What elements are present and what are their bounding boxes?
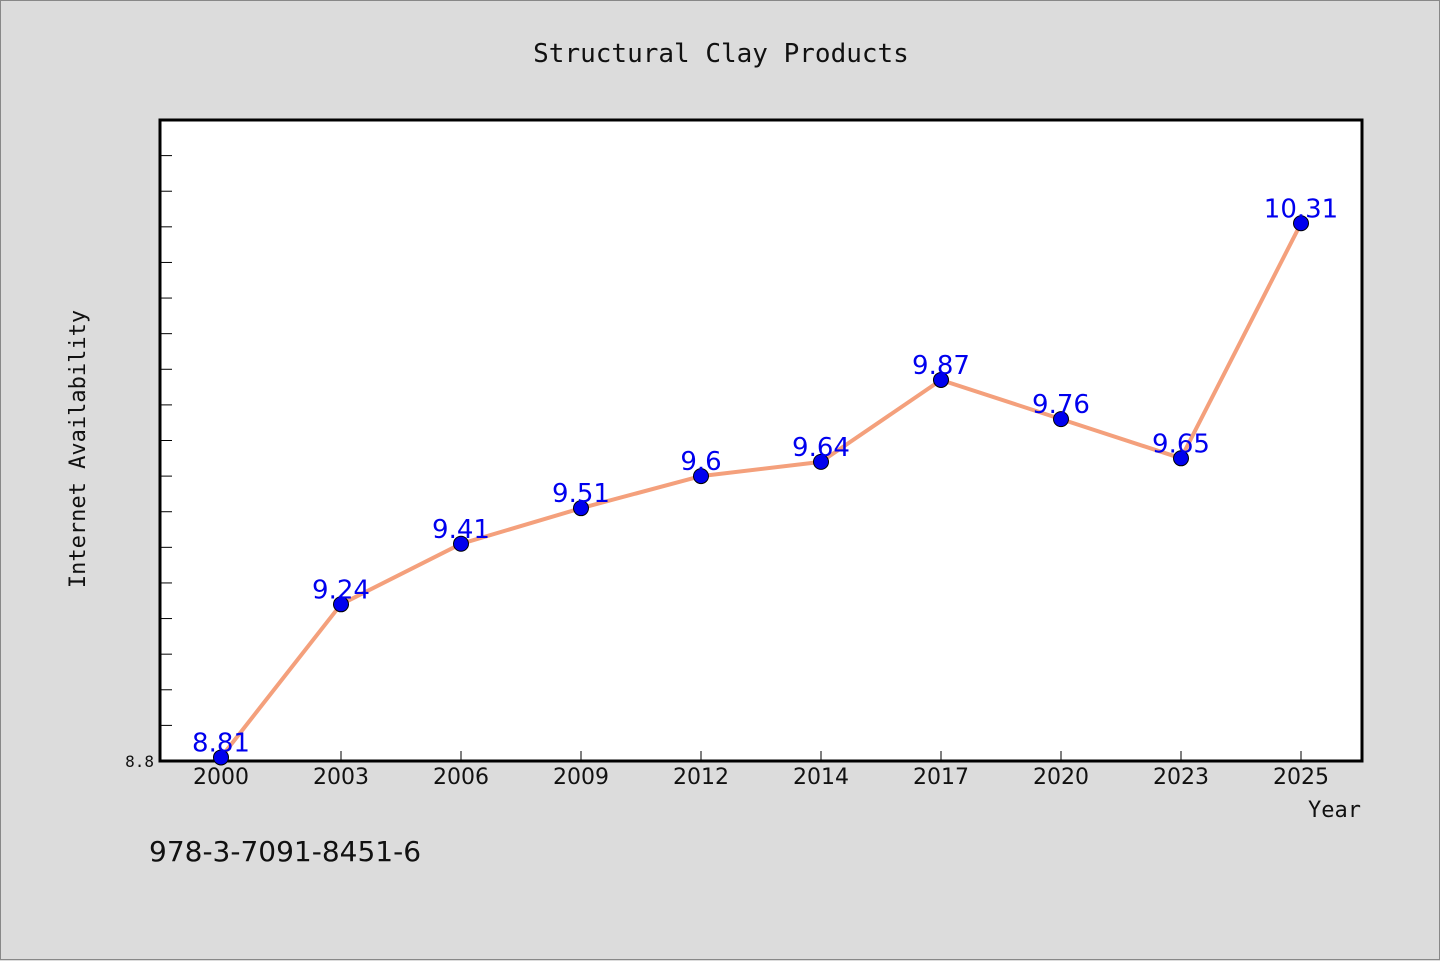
- y-axis-label: Internet Availability: [66, 310, 91, 588]
- data-label: 9.64: [792, 433, 850, 463]
- x-tick-label: 2020: [1033, 765, 1089, 790]
- plot-area: [158, 118, 1364, 763]
- x-tick-label: 2025: [1273, 765, 1329, 790]
- data-markers: [213, 215, 1309, 766]
- x-tick-label: 2003: [313, 765, 369, 790]
- x-tick-label: 2014: [793, 765, 849, 790]
- data-point: [933, 371, 949, 388]
- data-label: 9.6: [680, 447, 721, 477]
- series-line-group: [219, 222, 1303, 759]
- data-label: 9.51: [552, 479, 610, 509]
- data-point: [573, 500, 589, 517]
- data-point: [693, 468, 709, 485]
- data-label: 10.31: [1264, 194, 1338, 224]
- data-label: 9.65: [1152, 429, 1210, 459]
- x-axis-label: Year: [1308, 798, 1361, 823]
- x-tick-labels: 2000 2003 2006 2009 2012 2014 2017 2020 2023 2025: [193, 765, 1329, 790]
- x-tick-label: 2017: [913, 765, 969, 790]
- data-label: 9.87: [912, 351, 970, 381]
- data-label: 8.81: [192, 728, 250, 758]
- data-label: 9.76: [1032, 390, 1090, 420]
- data-point: [1173, 450, 1189, 467]
- series-line: [219, 222, 1303, 759]
- data-labels: 8.81 9.24 9.41 9.51 9.6 9.64 9.87 9.76 9.65 10.31: [192, 194, 1338, 758]
- y-tick-label: 8.8: [125, 752, 154, 771]
- data-point: [1293, 215, 1309, 232]
- chart-title: Structural Clay Products: [533, 39, 909, 69]
- x-tick-label: 2009: [553, 765, 609, 790]
- data-point: [453, 535, 469, 552]
- data-label: 9.41: [432, 515, 490, 545]
- y-axis-ticks: [160, 155, 172, 726]
- x-tick-label: 2006: [433, 765, 489, 790]
- x-tick-label: 2000: [193, 765, 249, 790]
- data-point: [1053, 411, 1069, 428]
- data-point: [813, 453, 829, 470]
- data-point: [333, 596, 349, 613]
- data-point: [213, 749, 229, 766]
- x-tick-label: 2023: [1153, 765, 1209, 790]
- x-tick-label: 2012: [673, 765, 729, 790]
- data-label: 9.24: [312, 575, 370, 605]
- footer-note: 978-3-7091-8451-6: [149, 835, 422, 868]
